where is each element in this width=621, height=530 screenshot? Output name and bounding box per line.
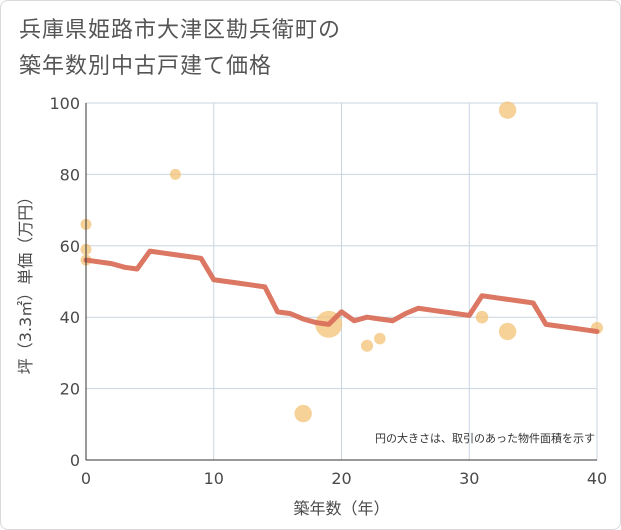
y-tick-label: 20: [60, 380, 80, 399]
x-tick-label: 0: [81, 469, 91, 488]
x-axis-title: 築年数（年）: [293, 499, 389, 518]
data-bubble: [499, 323, 516, 340]
scatter-chart: 0 20 40 60 80 100 0 10 20 30 40 築年数（年） 坪（3.3㎡）単価（万円）…: [0, 0, 621, 530]
y-axis-title: 坪（3.3㎡）単価（万円）: [16, 189, 35, 374]
bubble-size-note: 円の大きさは、取引のあった物件面積を示す: [375, 431, 595, 445]
y-tick-label: 100: [49, 94, 80, 113]
x-tick-label: 40: [587, 469, 607, 488]
x-tick-label: 10: [204, 469, 224, 488]
y-tick-label: 80: [60, 165, 80, 184]
data-bubble: [294, 405, 311, 422]
data-bubble: [499, 101, 516, 118]
data-bubble: [476, 311, 489, 324]
y-tick-label: 0: [70, 451, 80, 470]
data-bubble: [170, 169, 181, 180]
x-tick-label: 20: [331, 469, 351, 488]
y-tick-label: 60: [60, 237, 80, 256]
x-tick-label: 30: [459, 469, 479, 488]
data-bubble: [361, 340, 373, 352]
y-tick-label: 40: [60, 308, 80, 327]
data-bubble: [374, 333, 386, 345]
